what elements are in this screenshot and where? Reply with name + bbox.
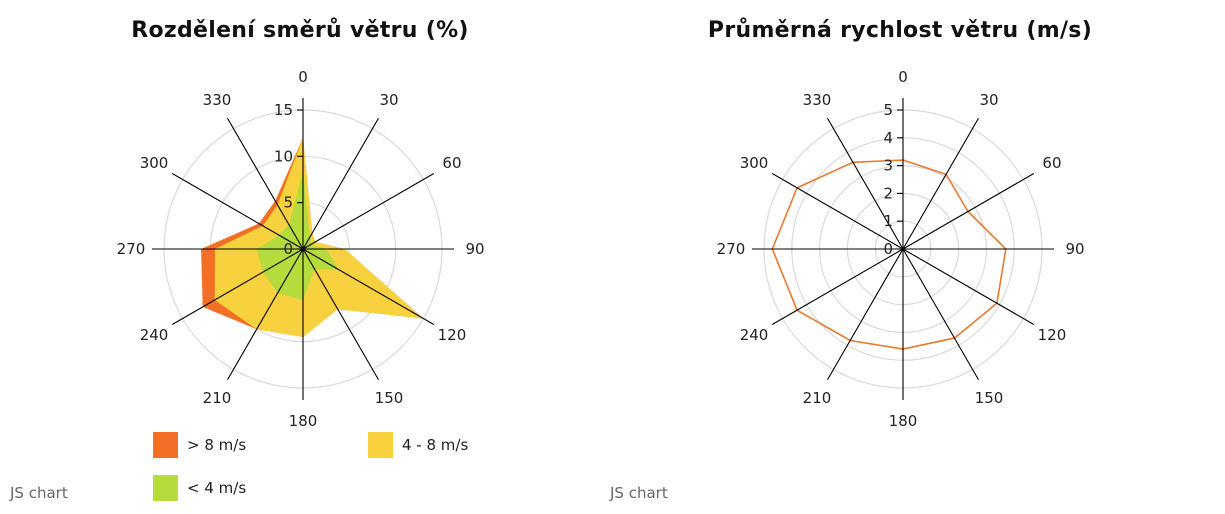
legend-label-over-8: > 8 m/s (187, 436, 247, 454)
radial-tick-label: 2 (883, 184, 893, 202)
axis-spoke (302, 248, 435, 325)
category-label: 270 (717, 240, 746, 258)
wind-direction-panel: Rozdělení směrů větru (%) 0 5 10 15 0 30 60 90 1… (0, 0, 600, 514)
category-label: 180 (289, 412, 318, 430)
axis-spoke (227, 117, 304, 250)
category-label: 60 (1042, 154, 1061, 172)
category-label: 30 (379, 91, 398, 109)
legend-item-under-4[interactable]: < 4 m/s (153, 475, 246, 501)
legend-label-4-8: 4 - 8 m/s (402, 436, 469, 454)
category-label: 150 (375, 389, 404, 407)
category-label: 60 (442, 154, 461, 172)
category-label: 270 (117, 240, 146, 258)
category-label: 0 (298, 68, 308, 86)
radial-tick-label: 15 (274, 101, 293, 119)
legend-swatch-over-8 (153, 432, 178, 458)
chart-title: Rozdělení směrů větru (%) (131, 18, 469, 43)
category-label: 210 (203, 389, 232, 407)
radial-tick-label: 0 (883, 240, 893, 258)
chart-credit[interactable]: JS chart (10, 484, 68, 502)
axis-spoke (171, 248, 304, 325)
radial-tick-label: 4 (883, 129, 893, 147)
radial-tick-label: 1 (883, 212, 893, 230)
category-label: 90 (1065, 240, 1084, 258)
axis-spoke (302, 248, 379, 381)
series-area (214, 137, 424, 338)
category-label: 240 (740, 326, 769, 344)
axis-spoke (302, 173, 435, 250)
radial-tick-label: 10 (274, 147, 293, 165)
category-label: 210 (803, 389, 832, 407)
series-area (256, 170, 340, 300)
chart-title: Průměrná rychlost větru (m/s) (707, 18, 1093, 43)
axis-spoke (902, 248, 1035, 325)
axis-spoke (902, 117, 979, 250)
category-label: 330 (803, 91, 832, 109)
radial-tick-label: 5 (883, 101, 893, 119)
legend-item-over-8[interactable]: > 8 m/s (153, 432, 246, 458)
chart-credit[interactable]: JS chart (610, 484, 668, 502)
category-label: 300 (740, 154, 769, 172)
axis-spoke (902, 248, 979, 381)
axis-spoke (227, 248, 304, 381)
category-label: 300 (140, 154, 169, 172)
category-label: 0 (898, 68, 908, 86)
legend-swatch-under-4 (153, 475, 178, 501)
axis-spoke (302, 117, 379, 250)
category-label: 330 (203, 91, 232, 109)
category-label: 30 (979, 91, 998, 109)
axis-spoke (827, 248, 904, 381)
legend-item-4-8[interactable]: 4 - 8 m/s (368, 432, 468, 458)
category-label: 120 (1038, 326, 1067, 344)
category-label: 90 (465, 240, 484, 258)
axis-spoke (771, 173, 904, 250)
axis-spoke (827, 117, 904, 250)
category-label: 150 (975, 389, 1004, 407)
axis-spoke (902, 173, 1035, 250)
axis-spoke (771, 248, 904, 325)
radial-tick-label: 3 (883, 157, 893, 175)
radial-tick-label: 5 (283, 194, 293, 212)
category-label: 240 (140, 326, 169, 344)
category-label: 180 (889, 412, 918, 430)
legend-swatch-4-8 (368, 432, 393, 458)
category-label: 120 (438, 326, 467, 344)
legend-label-under-4: < 4 m/s (187, 479, 247, 497)
axis-spoke (171, 173, 304, 250)
wind-speed-panel: Průměrná rychlost větru (m/s) 0 1 2 3 4 5 0 30 6… (600, 0, 1200, 514)
radial-tick-label: 0 (283, 240, 293, 258)
